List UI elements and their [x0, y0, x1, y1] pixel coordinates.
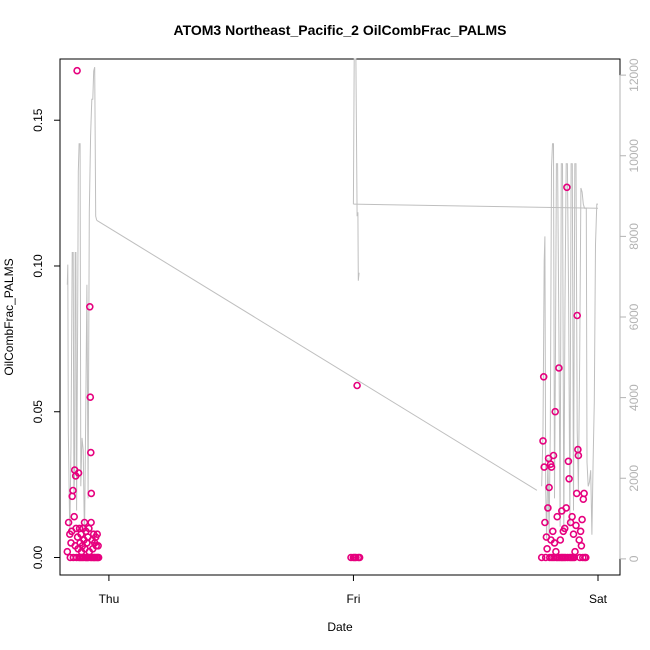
data-point-119 — [573, 311, 582, 320]
y-axis-right: 0 2000 4000 6000 8000 10000 12000 — [619, 58, 641, 562]
data-point-125 — [577, 541, 586, 550]
data-point-112 — [568, 512, 576, 521]
data-point-76 — [543, 544, 551, 553]
data-point-114 — [569, 530, 578, 539]
altitude-line-segment-0 — [66, 66, 98, 539]
x-tick-label-1: Fri — [346, 592, 360, 606]
y2-tick-label-3: 6000 — [627, 303, 641, 330]
data-point-71 — [539, 372, 548, 381]
data-point-129 — [580, 489, 588, 498]
x-tick-label-2: Sat — [589, 592, 608, 606]
data-point-83 — [547, 463, 556, 471]
y2-tick-label-6: 12000 — [627, 58, 641, 92]
data-point-1 — [64, 518, 73, 527]
data-point-92 — [553, 512, 562, 521]
data-point-62 — [347, 553, 355, 562]
y-tick-label-2: 0.10 — [31, 254, 45, 278]
data-point-7 — [69, 486, 77, 495]
data-point-77 — [544, 504, 552, 512]
data-point-96 — [556, 536, 565, 544]
data-point-94 — [555, 364, 563, 372]
altitude-line-segment-1 — [352, 58, 360, 281]
y2-tick-label-5: 10000 — [627, 139, 641, 173]
data-point-105 — [563, 183, 571, 192]
data-point-85 — [548, 527, 557, 536]
data-point-13 — [72, 524, 80, 533]
data-point-107 — [564, 457, 573, 466]
data-point-117 — [572, 521, 580, 530]
y2-tick-label-0: 0 — [627, 555, 641, 562]
data-point-88 — [550, 539, 559, 547]
x-tick-label-0: Thu — [99, 592, 120, 606]
chart-title: ATOM3 Northeast_Pacific_2 OilCombFrac_PA… — [174, 22, 507, 38]
data-point-124 — [576, 527, 585, 536]
data-point-61 — [94, 553, 103, 562]
x-axis: Thu Fri Sat — [99, 574, 608, 606]
altitude-line-segment-2 — [541, 143, 598, 539]
y2-tick-label-4: 8000 — [627, 223, 641, 250]
data-point-89 — [551, 407, 560, 416]
data-points — [63, 66, 590, 562]
data-point-108 — [565, 474, 573, 483]
data-point-18 — [74, 469, 83, 477]
data-point-121 — [574, 451, 583, 460]
y-tick-label-0: 0.00 — [31, 546, 45, 570]
data-point-0 — [63, 547, 72, 556]
data-point-116 — [571, 547, 579, 556]
connector-lines — [96, 203, 599, 491]
data-point-102 — [560, 524, 569, 533]
data-point-41 — [86, 302, 94, 311]
data-point-60 — [94, 541, 102, 550]
data-point-73 — [541, 518, 549, 527]
altitude-lines — [66, 58, 598, 539]
y-axis-left: 0.00 0.05 0.10 0.15 — [31, 108, 61, 570]
data-point-126 — [578, 515, 586, 524]
y-tick-label-1: 0.05 — [31, 400, 45, 424]
data-point-9 — [70, 512, 78, 521]
data-point-86 — [549, 451, 558, 460]
data-point-79 — [545, 483, 553, 492]
data-point-104 — [562, 504, 571, 512]
data-point-46 — [87, 489, 96, 498]
data-point-65 — [352, 553, 360, 562]
y-axis-label: OilCombFrac_PALMS — [2, 258, 16, 375]
data-point-66 — [353, 381, 361, 390]
data-point-68 — [355, 553, 364, 562]
connector-line-1 — [353, 203, 599, 209]
data-point-58 — [93, 530, 101, 539]
data-point-69 — [537, 553, 546, 562]
y-tick-label-3: 0.15 — [31, 108, 45, 132]
y2-tick-label-1: 2000 — [627, 465, 641, 492]
data-point-42 — [86, 393, 95, 402]
connector-line-0 — [96, 219, 538, 491]
data-point-118 — [572, 489, 581, 498]
x-axis-label: Date — [327, 620, 353, 634]
data-point-131 — [581, 553, 590, 562]
data-point-45 — [87, 518, 95, 527]
data-point-15 — [73, 66, 81, 75]
y2-tick-label-2: 4000 — [627, 384, 641, 411]
data-point-72 — [540, 463, 549, 471]
data-point-70 — [539, 437, 547, 445]
data-point-44 — [87, 448, 95, 457]
